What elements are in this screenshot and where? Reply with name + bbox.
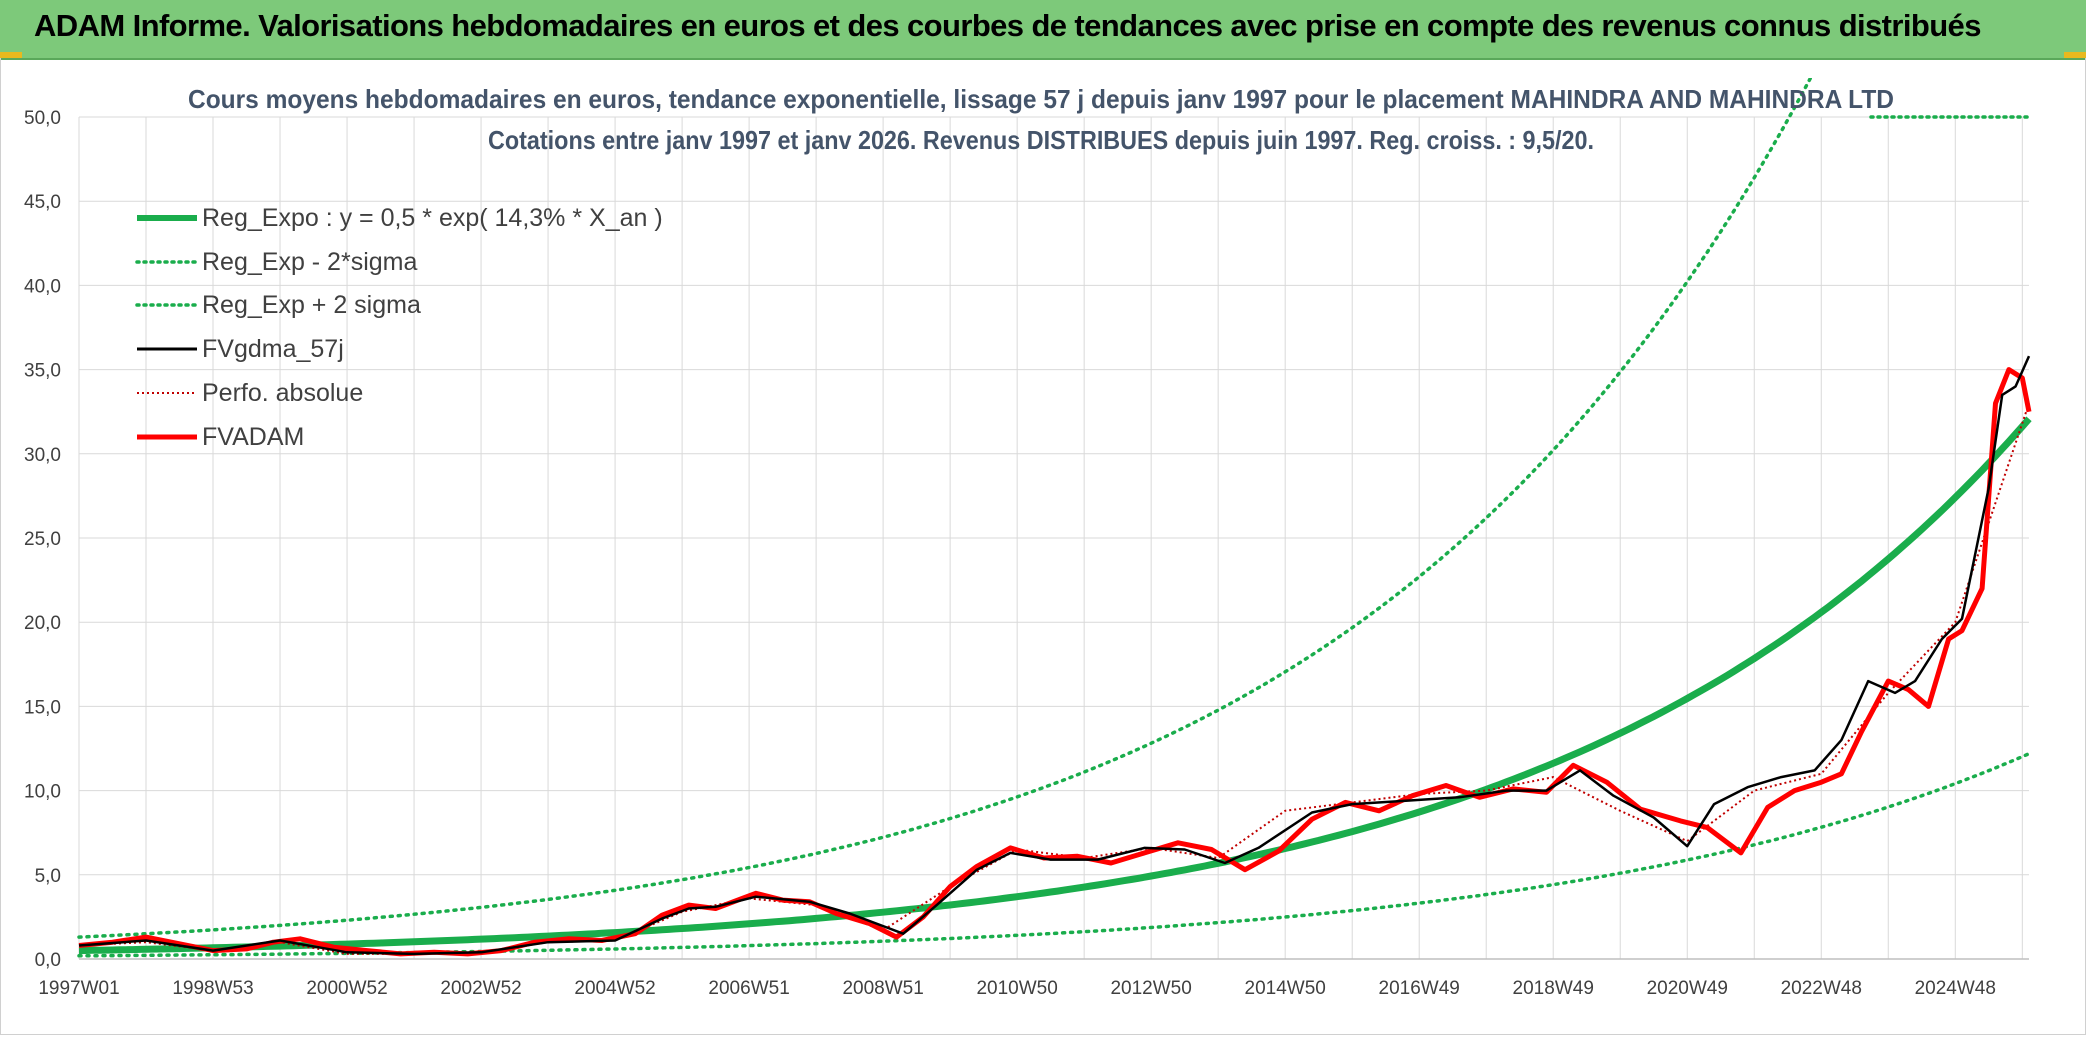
legend-label-fvadam: FVADAM (202, 423, 304, 451)
x-tick-label: 2010W50 (976, 978, 1057, 999)
corner-marker-right (2064, 52, 2086, 58)
x-tick-label: 2002W52 (440, 978, 521, 999)
legend-item-lower: Reg_Exp - 2*sigma (135, 248, 417, 276)
x-tick-label: 2018W49 (1513, 978, 1594, 999)
legend-item-fvadam: FVADAM (137, 423, 304, 451)
x-tick-label: 2012W50 (1110, 978, 1191, 999)
y-tick-label: 5,0 (35, 866, 61, 887)
y-tick-label: 15,0 (24, 697, 61, 718)
x-tick-label: 1997W01 (38, 978, 119, 999)
x-tick-label: 1998W53 (172, 978, 253, 999)
y-tick-label: 10,0 (24, 782, 61, 803)
chart-title: Cours moyens hebdomadaires en euros, ten… (188, 84, 1894, 114)
x-axis: 1997W01 1998W53 2000W52 2002W52 2004W52 2006W… (38, 978, 1996, 999)
x-tick-label: 2004W52 (574, 978, 655, 999)
series-fvgdma-57j (78, 355, 2031, 956)
chart-subtitle: Cotations entre janv 1997 et janv 2026. … (488, 125, 1594, 155)
x-tick-label: 2020W49 (1647, 978, 1728, 999)
y-tick-label: 35,0 (24, 361, 61, 382)
report-title: ADAM Informe. Valorisations hebdomadaire… (34, 8, 1981, 43)
report-banner: ADAM Informe. Valorisations hebdomadaire… (0, 0, 2086, 60)
legend-item-fv: FVgdma_57j (137, 335, 344, 363)
y-tick-label: 30,0 (24, 445, 61, 466)
legend: Reg_Expo : y = 0,5 * exp( 14,3% * X_an )… (135, 204, 663, 451)
series-reg-exp-lower (77, 751, 2031, 958)
chart-frame: 0,0 5,0 10,0 15,0 20,0 25,0 30,0 35,0 40,0 45,0 50… (0, 58, 2086, 1035)
x-tick-label: 2016W49 (1379, 978, 1460, 999)
legend-label-upper: Reg_Exp + 2 sigma (202, 291, 421, 319)
legend-item-perf: Perfo. absolue (137, 379, 363, 407)
series-perfo-absolue (78, 402, 2030, 955)
x-tick-label: 2022W48 (1781, 978, 1862, 999)
y-tick-label: 20,0 (24, 613, 61, 634)
legend-label-fv: FVgdma_57j (202, 335, 344, 363)
y-tick-label: 40,0 (24, 276, 61, 297)
legend-label-perf: Perfo. absolue (202, 379, 363, 407)
chart: 0,0 5,0 10,0 15,0 20,0 25,0 30,0 35,0 40,0 45,0 50… (24, 78, 2032, 999)
y-tick-label: 25,0 (24, 529, 61, 550)
series-reg-expo (78, 416, 2032, 955)
series-group (77, 78, 2032, 958)
y-tick-label: 50,0 (24, 108, 61, 129)
y-tick-label: 0,0 (35, 950, 61, 971)
x-tick-label: 2014W50 (1245, 978, 1326, 999)
x-tick-label: 2024W48 (1915, 978, 1996, 999)
x-tick-label: 2006W51 (708, 978, 789, 999)
series-reg-exp-upper (77, 78, 1813, 939)
series-fvadam (78, 367, 2032, 957)
legend-item-upper: Reg_Exp + 2 sigma (135, 291, 421, 319)
legend-item-trend: Reg_Expo : y = 0,5 * exp( 14,3% * X_an ) (137, 204, 663, 232)
x-tick-label: 2008W51 (842, 978, 923, 999)
y-axis: 0,0 5,0 10,0 15,0 20,0 25,0 30,0 35,0 40,0 45,0 50… (24, 108, 61, 971)
grid (78, 116, 2029, 960)
x-tick-label: 2000W52 (306, 978, 387, 999)
corner-marker-left (0, 52, 22, 58)
legend-label-lower: Reg_Exp - 2*sigma (202, 248, 417, 276)
legend-label-trend: Reg_Expo : y = 0,5 * exp( 14,3% * X_an ) (202, 204, 663, 232)
y-tick-label: 45,0 (24, 192, 61, 213)
